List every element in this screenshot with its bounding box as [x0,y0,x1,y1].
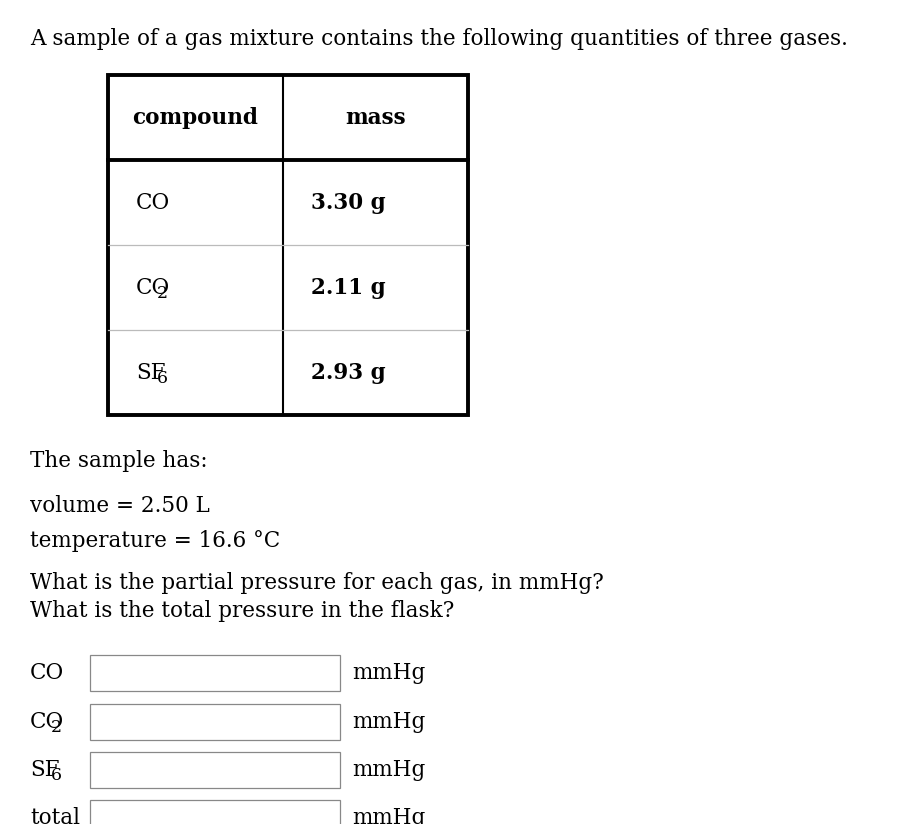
Text: mmHg: mmHg [352,662,425,684]
Text: 2: 2 [51,719,62,737]
Text: CO: CO [136,191,171,213]
Bar [90,704,340,740]
Bar [108,75,468,415]
Text: 2: 2 [157,285,168,302]
Text: volume = 2.50 L: volume = 2.50 L [30,495,209,517]
Text: mmHg: mmHg [352,759,425,781]
Text: total: total [30,807,80,824]
Text: CO: CO [30,662,65,684]
Text: CO: CO [30,711,65,733]
Text: 2.93 g: 2.93 g [311,362,385,383]
Bar [90,800,340,824]
Bar [90,752,340,788]
Text: SF: SF [136,362,166,383]
Bar [90,655,340,691]
Text: 2.11 g: 2.11 g [311,277,385,298]
Text: mmHg: mmHg [352,807,425,824]
Text: 6: 6 [157,370,168,387]
Text: The sample has:: The sample has: [30,450,207,472]
Text: What is the partial pressure for each gas, in mmHg?: What is the partial pressure for each ga… [30,572,604,594]
Text: A sample of a gas mixture contains the following quantities of three gases.: A sample of a gas mixture contains the f… [30,28,848,50]
Text: compound: compound [133,106,258,129]
Text: mmHg: mmHg [352,711,425,733]
Text: What is the total pressure in the flask?: What is the total pressure in the flask? [30,600,455,622]
Text: temperature = 16.6 °C: temperature = 16.6 °C [30,530,280,552]
Text: CO: CO [136,277,171,298]
Text: mass: mass [345,106,406,129]
Text: 6: 6 [51,767,62,784]
Text: 3.30 g: 3.30 g [311,191,385,213]
Text: SF: SF [30,759,60,781]
